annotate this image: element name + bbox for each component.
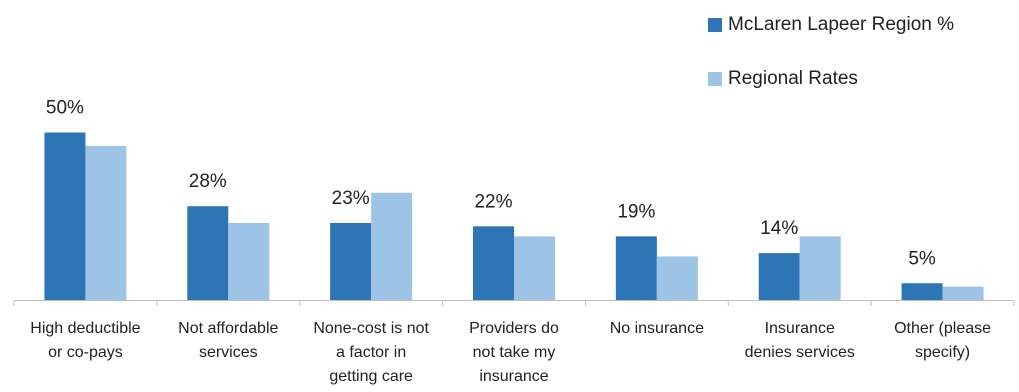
category-label: Providers do not take my insurance <box>469 320 559 385</box>
bar-regional <box>942 286 984 300</box>
category-label-line: not take my <box>473 344 556 361</box>
legend-item-mclaren: McLaren Lapeer Region % <box>708 10 954 40</box>
data-label: 28% <box>189 171 227 192</box>
legend-label-mclaren: McLaren Lapeer Region % <box>728 14 955 35</box>
bars-group <box>44 132 984 300</box>
category-label-line: denies services <box>745 344 855 361</box>
bar-mclaren <box>473 226 514 300</box>
legend-swatch-mclaren <box>708 18 722 32</box>
category-label-line: Not affordable <box>178 320 278 337</box>
data-label: 19% <box>617 201 655 222</box>
category-label-line: Insurance <box>765 320 835 337</box>
category-label-line: specify) <box>915 344 970 361</box>
category-label-line: or co-pays <box>48 344 123 361</box>
category-label: None-cost is not a factor in getting care <box>313 320 429 385</box>
category-label-line: getting care <box>329 368 413 385</box>
category-labels-group: High deductible or co-pays Not affordable s… <box>30 320 991 385</box>
category-label: No insurance <box>610 320 704 337</box>
legend: McLaren Lapeer Region % Regional Rates <box>708 10 954 118</box>
legend-swatch-regional <box>708 72 722 86</box>
data-label: 23% <box>332 188 370 209</box>
bar-mclaren <box>330 222 372 300</box>
bar-mclaren <box>615 236 657 300</box>
category-label-line: a factor in <box>336 344 406 361</box>
bar-regional <box>514 236 555 300</box>
category-label-line: No insurance <box>610 320 704 337</box>
bar-regional <box>228 222 270 300</box>
legend-label-regional: Regional Rates <box>728 68 858 89</box>
bar-regional <box>799 236 841 300</box>
data-label: 22% <box>474 191 512 212</box>
category-label: Not affordable services <box>178 320 278 361</box>
category-label-line: insurance <box>479 368 548 385</box>
category-label-line: Other (please <box>894 320 991 337</box>
category-label: Other (please specify) <box>894 320 991 361</box>
category-label-line: Providers do <box>469 320 559 337</box>
bar-mclaren <box>187 206 229 300</box>
category-label-line: High deductible <box>30 320 140 337</box>
bar-regional <box>656 256 698 300</box>
legend-item-regional: Regional Rates <box>708 64 954 94</box>
bar-regional <box>371 192 413 300</box>
bar-mclaren <box>758 253 800 300</box>
category-label-line: services <box>199 344 258 361</box>
bar-regional <box>85 145 127 300</box>
category-label: High deductible or co-pays <box>30 320 140 361</box>
category-label-line: None-cost is not <box>313 320 429 337</box>
bar-mclaren <box>901 283 943 300</box>
data-label: 5% <box>908 248 936 269</box>
x-axis-ticks <box>13 300 1015 306</box>
data-label: 50% <box>46 98 84 119</box>
value-labels-group: 50% 28% 23% 22% 19% 14% 5% <box>46 98 936 270</box>
category-label: Insurance denies services <box>745 320 855 361</box>
bar-mclaren <box>44 132 86 300</box>
data-label: 14% <box>760 218 798 239</box>
